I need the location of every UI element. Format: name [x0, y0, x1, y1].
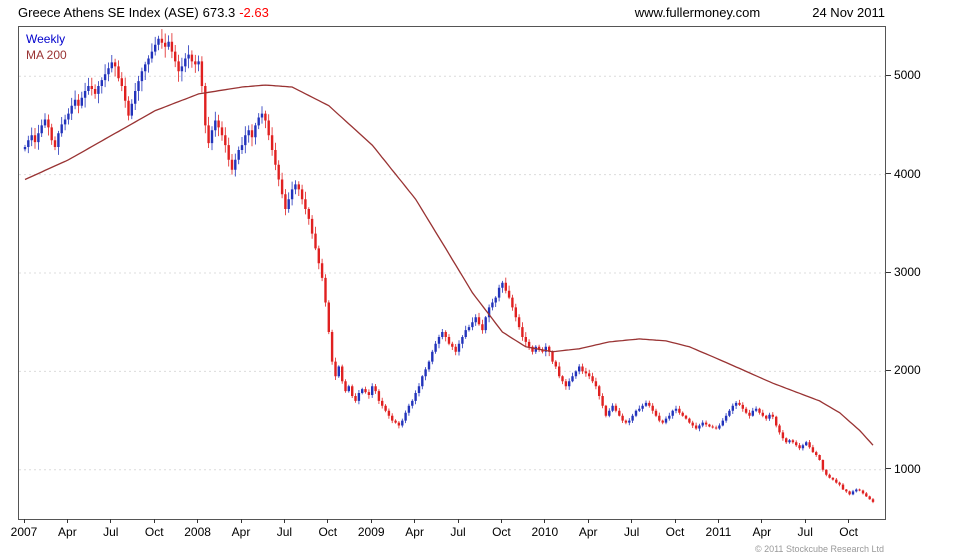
x-axis-tick	[414, 519, 416, 523]
x-axis-tick	[240, 519, 242, 523]
x-axis-label: Oct	[318, 525, 338, 539]
x-axis-tick	[66, 519, 68, 523]
price-change: -2.63	[239, 5, 269, 20]
copyright-notice: © 2011 Stockcube Research Ltd	[754, 544, 884, 554]
chart-date: 24 Nov 2011	[812, 5, 885, 20]
x-axis-label: Jul	[797, 525, 813, 539]
x-axis-tick	[327, 519, 329, 523]
x-axis-tick	[631, 519, 633, 523]
x-axis-label: Apr	[752, 525, 772, 539]
price-chart-svg	[19, 29, 885, 504]
legend-weekly: Weekly	[26, 32, 66, 46]
y-axis-label: 3000	[894, 265, 921, 279]
x-axis-label: Oct	[492, 525, 511, 539]
x-axis-tick	[283, 519, 285, 523]
x-axis-label: 2010	[531, 525, 559, 539]
x-axis-tick	[110, 519, 112, 523]
y-axis-tick	[886, 271, 891, 273]
y-axis-label: 1000	[894, 461, 921, 476]
up-candle-bodies	[23, 38, 858, 495]
x-axis-tick	[544, 519, 546, 523]
x-axis-tick	[197, 519, 199, 523]
x-axis-label: Apr	[578, 525, 598, 539]
down-candle-bodies	[33, 38, 875, 502]
x-axis-label: Apr	[231, 525, 251, 539]
x-axis-tick	[804, 519, 806, 523]
x-axis-tick	[674, 519, 676, 523]
x-axis-label: Jul	[103, 525, 119, 539]
x-axis-tick	[500, 519, 502, 523]
y-axis-tick	[886, 369, 891, 371]
x-axis-label: 2008	[184, 525, 211, 539]
page-title: Greece Athens SE Index (ASE) 673.3 -2.63	[18, 5, 635, 20]
ma200-line	[24, 84, 874, 446]
x-axis-tick	[457, 519, 459, 523]
x-axis-tick	[761, 519, 763, 523]
chart-legend: Weekly MA 200	[26, 31, 67, 63]
website-link: www.fullermoney.com	[634, 5, 761, 20]
x-axis-label: Apr	[58, 525, 77, 539]
x-axis-label: Oct	[665, 525, 685, 539]
x-axis-label: Jul	[276, 525, 293, 539]
y-axis-tick	[886, 74, 891, 76]
x-axis-tick	[587, 519, 589, 523]
x-axis-label: Jul	[623, 525, 640, 539]
legend-ma200: MA 200	[26, 48, 67, 62]
y-axis-tick	[886, 173, 891, 175]
y-axis-tick	[886, 468, 891, 470]
x-axis-label: 2011	[705, 525, 732, 539]
x-axis-label: Oct	[839, 525, 858, 539]
y-axis-label: 4000	[894, 166, 921, 181]
instrument-name: Greece Athens SE Index (ASE)	[18, 5, 199, 20]
up-candle-wicks	[24, 35, 857, 496]
chart-header: Greece Athens SE Index (ASE) 673.3 -2.63 w…	[18, 5, 885, 20]
last-price: 673.3	[202, 5, 236, 20]
x-axis-label: 2007	[10, 525, 38, 539]
x-axis-tick	[23, 519, 25, 523]
x-axis-tick	[370, 519, 372, 523]
x-axis-tick	[153, 519, 155, 523]
y-axis-label: 2000	[894, 363, 921, 378]
y-axis-label: 5000	[894, 68, 921, 83]
x-axis-label: Apr	[405, 525, 424, 539]
down-candle-wicks	[34, 29, 874, 504]
x-axis-tick	[717, 519, 719, 523]
x-axis-label: Jul	[450, 525, 466, 539]
x-axis-label: Oct	[144, 525, 164, 539]
x-axis-tick	[848, 519, 850, 523]
x-axis-label: 2009	[357, 525, 385, 539]
chart-plot-area: Weekly MA 200	[18, 26, 886, 520]
